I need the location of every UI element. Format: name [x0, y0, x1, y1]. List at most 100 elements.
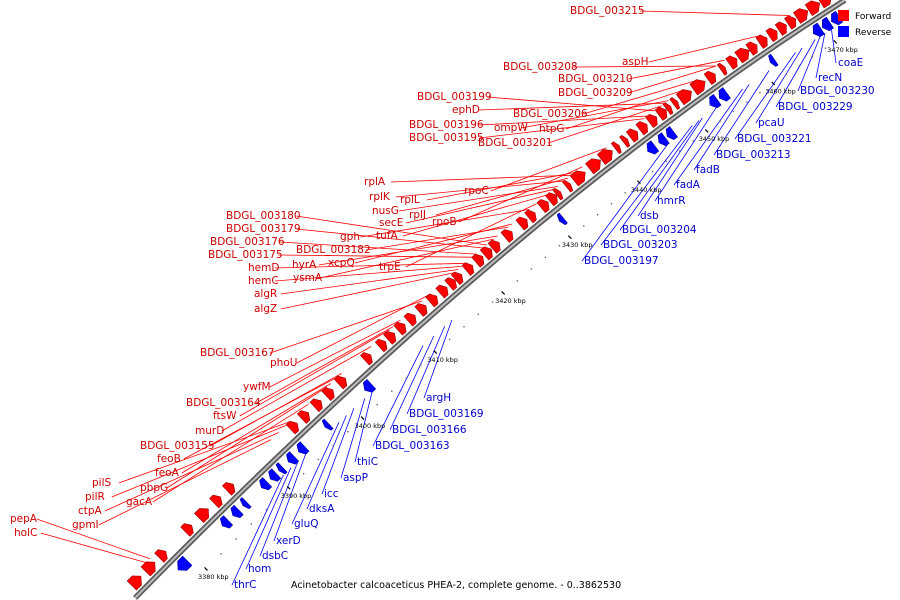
- gene-label-fadb[interactable]: fadB: [696, 164, 720, 176]
- gene-label-ephd[interactable]: ephD: [452, 104, 480, 116]
- gene-label-rplk[interactable]: rplK: [369, 191, 391, 203]
- gene-label-bdgl_003155[interactable]: BDGL_003155: [140, 440, 215, 452]
- gene-label-bdgl_003197[interactable]: BDGL_003197: [584, 255, 659, 267]
- gene-label-pilr[interactable]: pilR: [85, 491, 105, 503]
- gene-label-bdgl_003196[interactable]: BDGL_003196: [409, 119, 484, 131]
- gene-label-ompw[interactable]: ompW: [494, 122, 528, 134]
- gene-label-sece[interactable]: secE: [379, 217, 403, 229]
- gene-label-rpll[interactable]: rplL: [400, 194, 420, 206]
- gene-label-bdgl_003195[interactable]: BDGL_003195: [409, 132, 484, 144]
- minor-tick: [477, 313, 480, 316]
- gene-label-thrc[interactable]: thrC: [234, 579, 256, 591]
- gene-label-bdgl_003199[interactable]: BDGL_003199: [417, 91, 492, 103]
- gene-label-bdgl_003210[interactable]: BDGL_003210: [558, 73, 633, 85]
- forward-gene-arrow-52: [765, 27, 778, 43]
- reverse-leader-line: [372, 345, 424, 447]
- minor-tick: [235, 538, 237, 540]
- reverse-leader-line: [693, 84, 750, 171]
- gene-label-algr[interactable]: algR: [254, 288, 277, 300]
- forward-leader-line: [274, 262, 466, 269]
- gene-label-bdgl_003229[interactable]: BDGL_003229: [778, 101, 853, 113]
- gene-label-hyra[interactable]: hyrA: [292, 259, 317, 271]
- forward-gene-arrow-46: [703, 70, 717, 86]
- gene-label-bdgl_003175[interactable]: BDGL_003175: [208, 249, 283, 261]
- gene-label-bdgl_003203[interactable]: BDGL_003203: [603, 239, 678, 251]
- minor-tick: [250, 523, 253, 525]
- gene-label-murd[interactable]: murD: [195, 425, 224, 437]
- gene-label-pils[interactable]: pilS: [92, 477, 111, 489]
- forward-gene-arrow-5: [209, 494, 223, 509]
- gene-label-fada[interactable]: fadA: [676, 179, 701, 191]
- gene-label-ctpa[interactable]: ctpA: [78, 505, 103, 517]
- gene-label-rpoc[interactable]: rpoC: [464, 185, 489, 197]
- gene-label-gpmi[interactable]: gpmI: [72, 519, 99, 531]
- forward-gene-arrow-22: [461, 262, 475, 276]
- minor-tick: [265, 508, 268, 511]
- gene-label-dsbc[interactable]: dsbC: [262, 550, 288, 562]
- gene-label-dksa[interactable]: dksA: [309, 503, 335, 515]
- forward-leader-line: [360, 209, 530, 238]
- gene-label-bdgl_003221[interactable]: BDGL_003221: [737, 133, 812, 145]
- gene-label-recn[interactable]: recN: [818, 72, 842, 84]
- gene-label-bdgl_003163[interactable]: BDGL_003163: [375, 440, 450, 452]
- gene-label-thic[interactable]: thiC: [357, 456, 378, 468]
- gene-label-coae[interactable]: coaE: [838, 57, 863, 69]
- legend-label-reverse: Reverse: [855, 28, 892, 38]
- gene-label-bdgl_003179[interactable]: BDGL_003179: [226, 223, 301, 235]
- gene-label-aspp[interactable]: aspP: [343, 472, 368, 484]
- gene-label-bdgl_003164[interactable]: BDGL_003164: [186, 397, 261, 409]
- gene-label-bdgl_003169[interactable]: BDGL_003169: [409, 408, 484, 420]
- gene-label-pcau[interactable]: pcaU: [758, 117, 785, 129]
- gene-label-ywfm[interactable]: ywfM: [243, 381, 271, 393]
- gene-label-hemc[interactable]: hemC: [248, 275, 279, 287]
- gene-label-gluq[interactable]: gluQ: [294, 518, 319, 530]
- gene-label-ftsw[interactable]: ftsW: [213, 410, 237, 422]
- gene-label-ysma[interactable]: ysmA: [293, 272, 323, 284]
- gene-label-bdgl_003208[interactable]: BDGL_003208: [503, 61, 578, 73]
- gene-label-tufa[interactable]: tufA: [376, 230, 398, 242]
- gene-label-bdgl_003201[interactable]: BDGL_003201: [478, 137, 553, 149]
- gene-label-hemd[interactable]: hemD: [248, 262, 279, 274]
- gene-label-htpg[interactable]: htpG: [539, 123, 565, 135]
- reverse-gene-arrow-14: [665, 126, 678, 141]
- gene-label-xcpq[interactable]: xcpQ: [328, 257, 355, 269]
- gene-label-pbpg[interactable]: pbpG: [140, 482, 168, 494]
- minor-tick: [420, 364, 422, 366]
- forward-leader-line: [239, 329, 390, 417]
- gene-label-hmrr[interactable]: hmrR: [657, 195, 686, 207]
- gene-label-argh[interactable]: argH: [426, 392, 451, 404]
- gene-label-gaca[interactable]: gacA: [126, 496, 153, 508]
- gene-label-rplj[interactable]: rplJ: [409, 209, 426, 221]
- forward-gene-arrow-37: [619, 135, 631, 148]
- reverse-leader-line: [340, 398, 366, 479]
- gene-label-feob[interactable]: feoB: [157, 453, 181, 465]
- gene-label-bdgl_003215[interactable]: BDGL_003215: [570, 5, 645, 17]
- gene-label-rpob[interactable]: rpoB: [432, 216, 457, 228]
- gene-label-bdgl_003204[interactable]: BDGL_003204: [622, 224, 697, 236]
- gene-label-dsb[interactable]: dsb: [640, 210, 659, 222]
- gene-label-bdgl_003230[interactable]: BDGL_003230: [800, 85, 875, 97]
- gene-label-rpla[interactable]: rplA: [364, 176, 386, 188]
- gene-label-algz[interactable]: algZ: [254, 303, 277, 315]
- gene-label-holc[interactable]: holC: [14, 527, 37, 539]
- gene-label-bdgl_003176[interactable]: BDGL_003176: [210, 236, 285, 248]
- gene-label-phou[interactable]: phoU: [270, 357, 297, 369]
- gene-label-gph[interactable]: gph: [340, 231, 360, 243]
- gene-label-hom[interactable]: hom: [248, 563, 271, 575]
- gene-label-asph[interactable]: aspH: [622, 56, 648, 68]
- gene-label-bdgl_003167[interactable]: BDGL_003167: [200, 347, 275, 359]
- gene-label-xerd[interactable]: xerD: [276, 535, 301, 547]
- gene-label-feoa[interactable]: feoA: [155, 467, 180, 479]
- gene-label-bdgl_003213[interactable]: BDGL_003213: [716, 149, 791, 161]
- gene-label-bdgl_003182[interactable]: BDGL_003182: [296, 244, 371, 256]
- gene-label-trpe[interactable]: trpE: [379, 261, 401, 273]
- forward-leader-line: [520, 100, 669, 129]
- gene-label-pepa[interactable]: pepA: [10, 513, 38, 525]
- gene-label-bdgl_003166[interactable]: BDGL_003166: [392, 424, 467, 436]
- gene-label-bdgl_003209[interactable]: BDGL_003209: [558, 87, 633, 99]
- gene-label-bdgl_003180[interactable]: BDGL_003180: [226, 210, 301, 222]
- gene-label-bdgl_003206[interactable]: BDGL_003206: [513, 108, 588, 120]
- gene-label-nusg[interactable]: nusG: [372, 205, 399, 217]
- gene-label-icc[interactable]: icc: [324, 488, 339, 500]
